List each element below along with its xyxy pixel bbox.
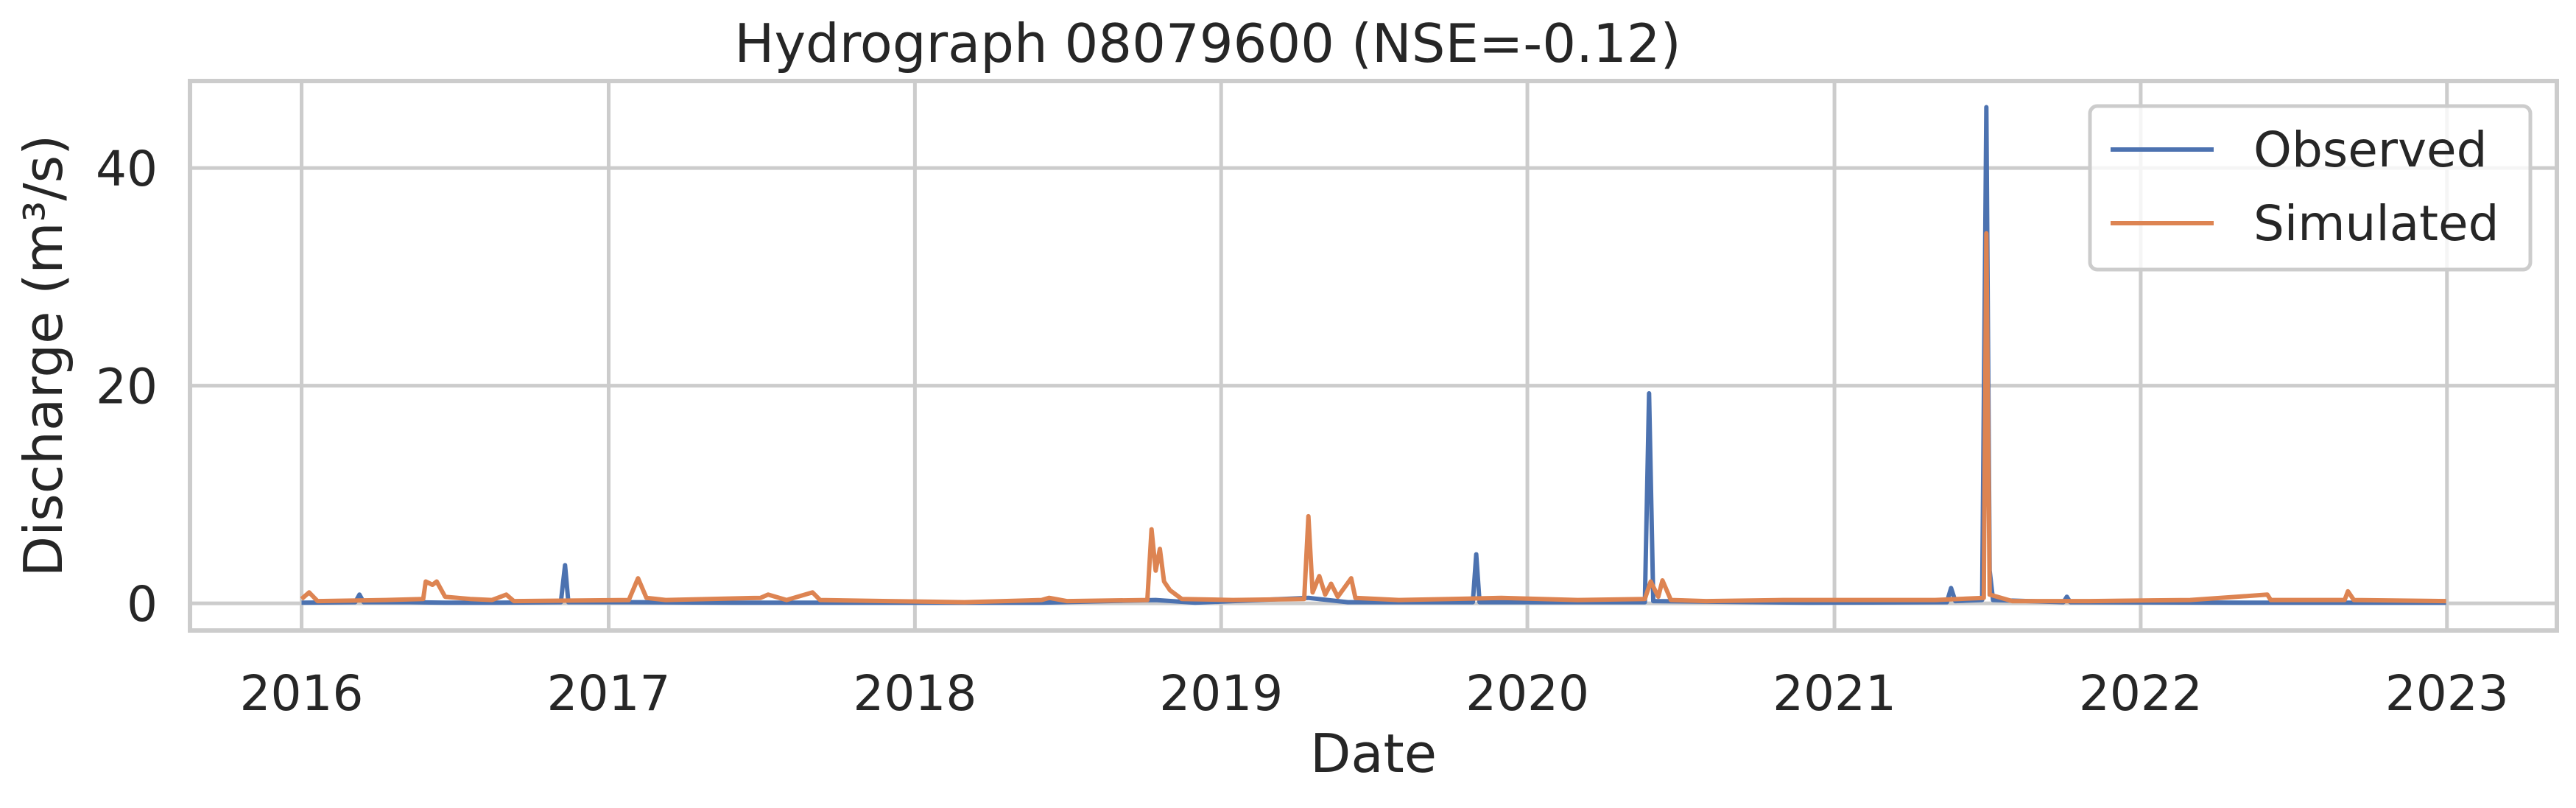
x-tick-label: 2023 bbox=[2385, 665, 2509, 722]
series-layer bbox=[300, 105, 2446, 605]
legend-label-observed: Observed bbox=[2253, 122, 2488, 178]
legend-box bbox=[2088, 104, 2533, 272]
x-axis-label: Date bbox=[1310, 723, 1437, 784]
y-tick-labels: 0 20 40 bbox=[96, 141, 158, 633]
y-axis-label: Discharge (m³/s) bbox=[13, 135, 74, 577]
x-tick-label: 2020 bbox=[1465, 665, 1589, 722]
y-tick-label: 40 bbox=[96, 141, 158, 197]
legend: Observed Simulated bbox=[2088, 104, 2533, 272]
legend-label-simulated: Simulated bbox=[2253, 195, 2499, 252]
x-tick-label: 2016 bbox=[240, 665, 364, 722]
x-tick-label: 2019 bbox=[1159, 665, 1283, 722]
x-tick-labels: 2016 2017 2018 2019 2020 2021 2022 2023 bbox=[240, 665, 2509, 722]
x-tick-label: 2021 bbox=[1773, 665, 1896, 722]
x-tick-label: 2022 bbox=[2079, 665, 2203, 722]
x-tick-label: 2017 bbox=[547, 665, 671, 722]
y-tick-label: 20 bbox=[96, 359, 158, 415]
plot-frame bbox=[188, 79, 2559, 633]
y-tick-label: 0 bbox=[127, 576, 158, 633]
x-tick-label: 2018 bbox=[853, 665, 976, 722]
series-line-simulated bbox=[300, 231, 2446, 605]
chart-title: Hydrograph 08079600 (NSE=-0.12) bbox=[734, 13, 1681, 74]
